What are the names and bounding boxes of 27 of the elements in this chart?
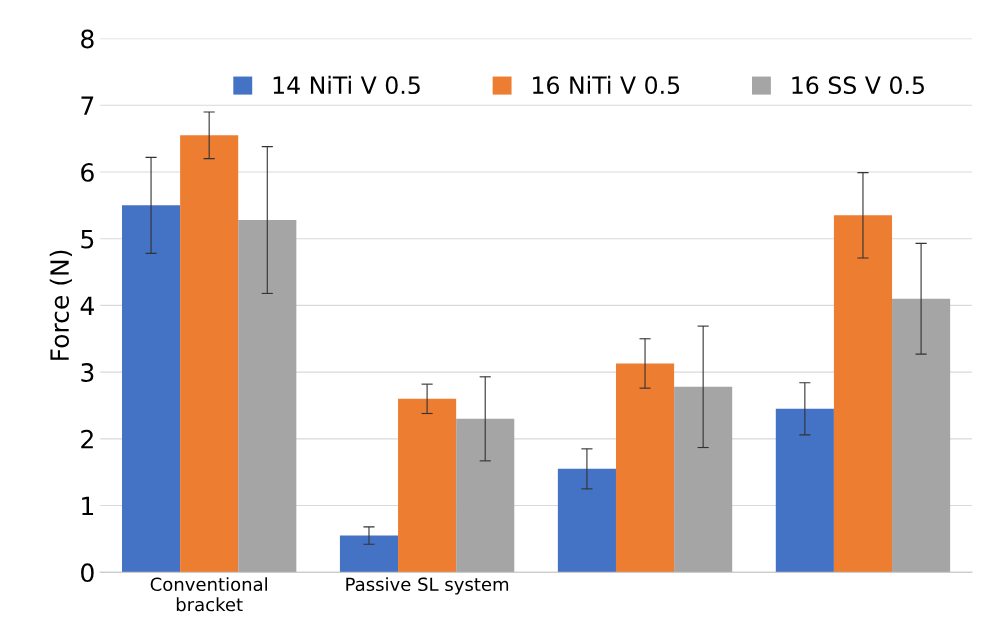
y-tick-label: 5	[81, 229, 94, 249]
y-tick-label: 2	[81, 429, 93, 449]
bar	[180, 135, 239, 573]
bar	[557, 468, 616, 573]
bar	[833, 215, 893, 573]
bar	[121, 205, 181, 573]
x-tick-label: Conventional bracket	[150, 577, 267, 612]
y-tick-label: 0	[81, 563, 94, 583]
y-tick-label: 7	[81, 96, 94, 115]
y-tick-label: 4	[80, 296, 94, 315]
x-tick-label: Passive SL system	[346, 577, 509, 595]
y-tick-label: 3	[81, 363, 94, 382]
y-tick-label: 6	[81, 162, 94, 182]
y-axis-title: Force (N)	[49, 250, 72, 360]
y-tick-label: 8	[81, 29, 94, 49]
legend-label: 14 NiTi V 0.5	[273, 75, 420, 95]
bar	[674, 386, 733, 573]
bar	[892, 298, 951, 573]
bar	[339, 535, 399, 573]
bar	[456, 418, 515, 573]
bar	[615, 363, 675, 573]
bar	[398, 398, 457, 573]
bar	[775, 408, 834, 573]
bar	[238, 220, 297, 573]
y-tick-label: 1	[82, 496, 94, 516]
legend-label: 16 NiTi V 0.5	[533, 75, 680, 95]
legend-label: 16 SS V 0.5	[792, 76, 924, 95]
